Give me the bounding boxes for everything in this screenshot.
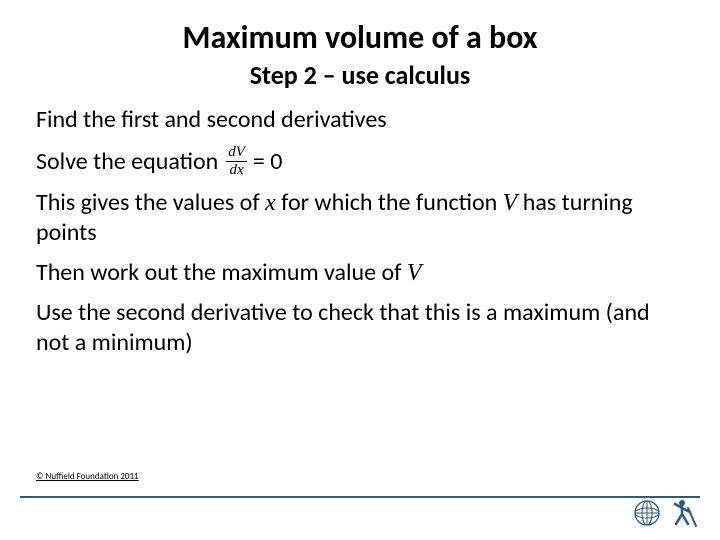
- line3-a: This gives the values of: [36, 188, 265, 217]
- body-line-4: Then work out the maximum value of V: [36, 258, 684, 288]
- body-line-2: Solve the equation dV dx = 0: [36, 145, 684, 178]
- frac-denominator: dx: [226, 162, 247, 178]
- var-x: x: [265, 190, 276, 216]
- frac-numerator: dV: [226, 145, 247, 162]
- slide-title: Maximum volume of a box: [36, 18, 684, 57]
- line3-b: for which the function: [276, 188, 503, 217]
- var-V-2: V: [407, 260, 422, 286]
- slide-subtitle: Step 2 – use calculus: [36, 59, 684, 91]
- body-line-1: Find the first and second derivatives: [36, 105, 684, 135]
- line2-post: = 0: [253, 147, 283, 176]
- var-V-1: V: [503, 190, 518, 216]
- body-line-5: Use the second derivative to check that …: [36, 298, 684, 358]
- footer-divider: [20, 496, 700, 498]
- body-line-3: This gives the values of x for which the…: [36, 188, 684, 248]
- slide: Maximum volume of a box Step 2 – use cal…: [0, 0, 720, 540]
- line2-pre: Solve the equation: [36, 147, 218, 176]
- globe-icon: [630, 498, 664, 528]
- figure-icon: [668, 498, 698, 528]
- copyright-text: © Nuffield Foundation 2011: [36, 471, 139, 482]
- derivative-fraction: dV dx: [226, 145, 247, 178]
- line4-a: Then work out the maximum value of: [36, 258, 407, 287]
- footer-logo: [630, 498, 698, 528]
